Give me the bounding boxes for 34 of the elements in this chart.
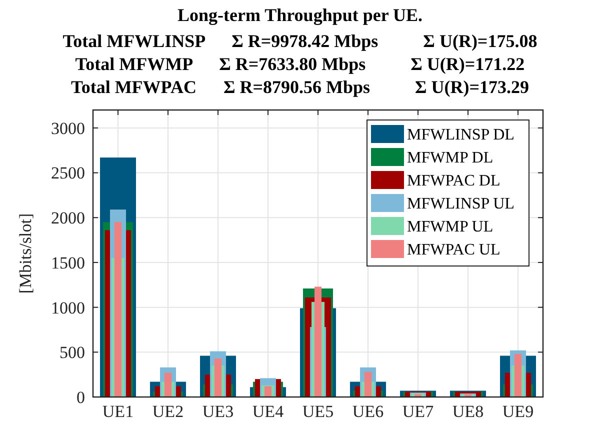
x-tick-label: UE1 <box>102 402 134 421</box>
text: Total MFWLINSP Σ R=9978.42 Mbps Σ U(R)=175.08 <box>62 31 538 51</box>
bar <box>114 222 122 397</box>
bar <box>164 372 172 397</box>
y-tick-label: 2500 <box>51 164 85 183</box>
text: Total MFWMP Σ R=7633.80 Mbps Σ U(R)=171.22 <box>75 54 525 74</box>
bar <box>314 286 322 397</box>
y-tick-label: 1000 <box>51 298 85 318</box>
y-axis-title: [Mbits/slot] <box>16 213 35 294</box>
x-tick-label: UE6 <box>352 402 384 421</box>
bar <box>364 372 372 397</box>
legend-label: MFWMP UL <box>407 218 494 236</box>
bar <box>264 386 272 397</box>
bar <box>514 354 522 397</box>
x-tick-label: UE5 <box>302 402 334 421</box>
text: Total MFWPAC Σ R=8790.56 Mbps Σ U(R)=173.29 <box>70 77 530 97</box>
legend-label: MFWLINSP DL <box>407 126 514 144</box>
x-tick-label: UE4 <box>252 402 284 421</box>
y-tick-label: 2000 <box>51 208 85 228</box>
bar <box>214 358 222 397</box>
y-tick-label: 1500 <box>51 253 85 272</box>
x-tick-label: UE2 <box>152 402 184 421</box>
x-tick-label: UE7 <box>402 402 434 421</box>
legend-label: MFWMP DL <box>407 150 494 167</box>
y-tick-label: 500 <box>60 343 85 362</box>
x-tick-label: UE9 <box>502 402 534 421</box>
legend-label: MFWPAC DL <box>407 172 500 190</box>
y-tick-label: 3000 <box>51 118 85 138</box>
legend-label: MFWPAC UL <box>407 242 500 259</box>
y-tick-label: 0 <box>76 388 85 407</box>
x-tick-label: UE3 <box>202 402 234 421</box>
x-tick-label: UE8 <box>452 402 484 421</box>
legend-label: MFWLINSP UL <box>407 196 514 213</box>
chart-title: Long-term Throughput per UE. <box>177 5 423 25</box>
